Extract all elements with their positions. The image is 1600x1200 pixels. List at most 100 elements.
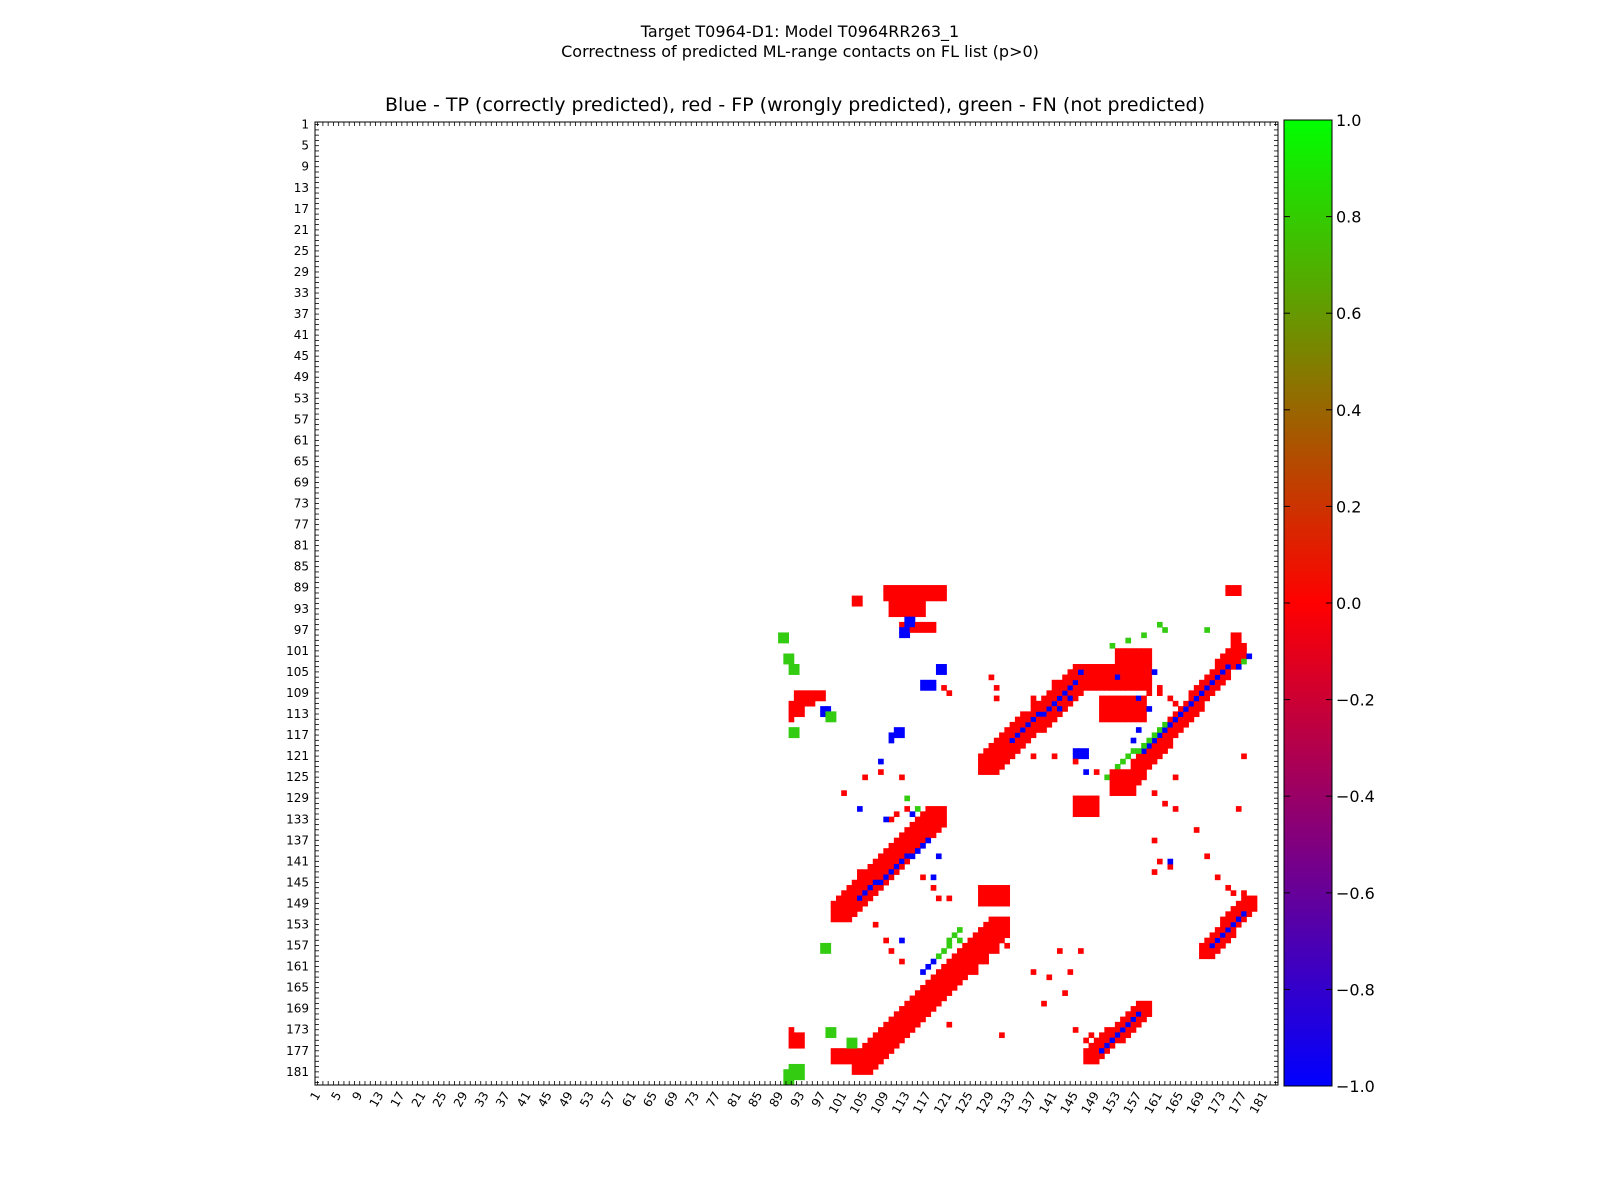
contact-cell-fp	[799, 695, 805, 702]
contact-cell-fp	[1204, 695, 1210, 702]
contact-cell-fp	[983, 900, 989, 907]
contact-cell-fp	[1199, 695, 1205, 702]
contact-cell-fp	[1030, 732, 1037, 739]
contact-cell-fp	[946, 1021, 953, 1028]
y-tick-label: 149	[286, 896, 309, 910]
contact-cell-fp	[893, 1016, 900, 1023]
contact-cell-fp	[830, 911, 837, 918]
contact-cell-fp	[1120, 716, 1126, 723]
contact-cell-fp	[1146, 1000, 1153, 1007]
contact-cell-fp	[993, 695, 1000, 702]
contact-cell-fp	[1020, 742, 1026, 749]
contact-cell-tp	[1125, 1021, 1132, 1028]
contact-cell-fp	[988, 748, 995, 754]
contact-cell-fp	[862, 1042, 868, 1049]
contact-cell-fn	[946, 937, 953, 944]
contact-cell-fp	[883, 863, 889, 870]
contact-cell-fp	[867, 879, 874, 886]
contact-cell-fp	[1114, 679, 1121, 686]
contact-cell-tp	[825, 706, 832, 712]
contact-cell-fp	[1246, 900, 1253, 907]
contact-cell-fp	[1009, 748, 1016, 754]
y-tick-label: 21	[294, 223, 309, 237]
contact-cell-fn	[1109, 642, 1116, 649]
contact-cell-fn	[946, 942, 953, 949]
contact-cell-fp	[899, 606, 905, 612]
contact-cell-fp	[1172, 774, 1179, 781]
contact-cell-fp	[1099, 1037, 1105, 1044]
contact-cell-fp	[967, 969, 974, 975]
contact-cell-fp	[1046, 974, 1053, 981]
contact-cell-fp	[1009, 753, 1016, 760]
contact-cell-fp	[1141, 700, 1147, 707]
contact-cell-tp	[909, 621, 916, 628]
contact-cell-fp	[920, 627, 926, 633]
contact-cell-fp	[946, 690, 953, 696]
contact-cell-fp	[1041, 716, 1047, 723]
contact-cell-fn	[1151, 732, 1158, 739]
contact-cell-fp	[793, 1042, 800, 1049]
contact-cell-fp	[883, 858, 889, 865]
x-tick-label: 53	[577, 1089, 597, 1109]
contact-cell-fp	[1004, 748, 1011, 754]
contact-cell-fp	[1093, 1037, 1100, 1044]
contact-cell-fp	[872, 858, 879, 865]
contact-cell-fp	[1230, 916, 1237, 923]
contact-cell-fp	[793, 700, 800, 707]
contact-cell-fp	[878, 1042, 884, 1049]
x-tick-label: 45	[535, 1089, 555, 1109]
contact-cell-fp	[1020, 721, 1026, 728]
contact-cell-fp	[888, 595, 895, 602]
contact-cell-tp	[935, 853, 942, 860]
contact-cell-fp	[983, 937, 989, 944]
contact-cell-fp	[1235, 906, 1242, 912]
contact-cell-fp	[1162, 737, 1168, 744]
contact-cell-fp	[1041, 1000, 1047, 1007]
contact-cell-fp	[909, 827, 916, 833]
contact-cell-fp	[1225, 916, 1232, 923]
contact-cell-fp	[930, 621, 937, 628]
contact-cell-fp	[1188, 711, 1195, 718]
contact-cell-fp	[930, 595, 937, 602]
contact-cell-fp	[914, 600, 921, 607]
contact-cell-fp	[1199, 685, 1205, 691]
contact-cell-fp	[1193, 700, 1200, 707]
contact-cell-fp	[1225, 585, 1232, 591]
x-tick-label: 25	[430, 1089, 450, 1109]
contact-cell-fp	[941, 595, 947, 602]
contact-cell-fp	[1193, 711, 1200, 718]
contact-cell-tp	[1035, 711, 1042, 718]
contact-cell-fp	[893, 590, 900, 597]
contact-cell-fp	[983, 758, 989, 765]
contact-cell-fp	[841, 895, 847, 902]
contact-cell-fp	[1120, 774, 1126, 781]
contact-cell-fp	[878, 869, 884, 875]
contact-cell-fp	[1114, 664, 1121, 670]
y-tick-label: 17	[294, 202, 309, 216]
contact-cell-fp	[1104, 706, 1111, 712]
x-tick-label: 89	[767, 1089, 787, 1109]
contact-cell-fp	[878, 1053, 884, 1060]
contact-cell-fp	[857, 879, 863, 886]
x-tick-label: 13	[367, 1089, 387, 1109]
contact-cell-fp	[846, 895, 853, 902]
contact-cell-fp	[1004, 900, 1011, 907]
contact-cell-fp	[1072, 1027, 1079, 1033]
contact-cell-fn	[788, 1069, 795, 1075]
contact-cell-fp	[888, 842, 895, 849]
contact-cell-fp	[1114, 700, 1121, 707]
contact-cell-fp	[1072, 795, 1079, 802]
contact-cell-fp	[1078, 800, 1084, 807]
contact-cell-tp	[888, 737, 895, 744]
contact-cell-fp	[1220, 653, 1226, 660]
contact-cell-fp	[1135, 653, 1142, 660]
contact-cell-tp	[1072, 753, 1079, 760]
contact-cell-fp	[1004, 890, 1011, 896]
contact-cell-tp	[909, 853, 916, 860]
contact-cell-fp	[904, 827, 911, 833]
contact-cell-fp	[788, 700, 795, 707]
contact-cell-fp	[904, 842, 911, 849]
contact-cell-fp	[872, 1053, 879, 1060]
contact-cell-fp	[1209, 690, 1216, 696]
colorbar-tick-label: −0.8	[1336, 980, 1375, 999]
